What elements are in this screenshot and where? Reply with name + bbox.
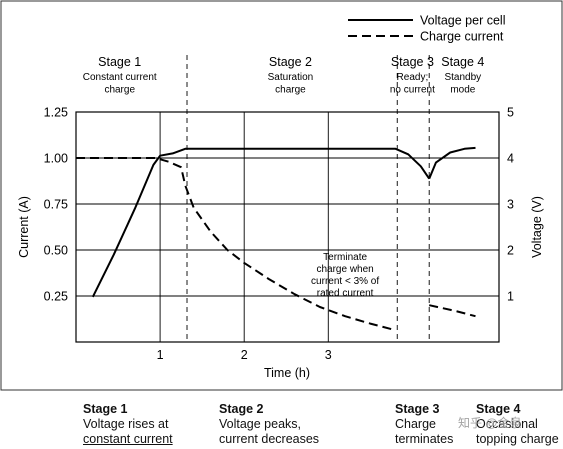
stage-header-desc: mode bbox=[450, 85, 475, 96]
stage-header-title: Stage 3 bbox=[391, 55, 434, 69]
caption-line: Occasional bbox=[476, 417, 538, 431]
annotation-line: current < 3% of bbox=[311, 276, 379, 287]
watermark: 知乎 @金泉 bbox=[458, 416, 522, 430]
caption-line: Charge bbox=[395, 417, 436, 431]
caption-stage-2: Stage 2 Voltage peaks, current decreases bbox=[219, 402, 319, 447]
caption-line: Voltage rises at bbox=[83, 417, 169, 431]
stage-header-desc: charge bbox=[104, 85, 135, 96]
y-axis-right-label: Voltage (V) bbox=[530, 196, 544, 258]
stage-header-desc: Standby bbox=[444, 72, 481, 83]
caption-line: Voltage peaks, bbox=[219, 417, 302, 431]
charge-current-line bbox=[76, 157, 392, 331]
tick-labels: 0.25 0.50 0.75 1.00 1.25 1 2 3 4 5 1 2 3 bbox=[44, 106, 514, 363]
y-left-tick-label: 0.75 bbox=[44, 198, 68, 212]
x-tick-label: 2 bbox=[241, 348, 248, 362]
caption-title: Stage 1 bbox=[83, 402, 128, 416]
voltage-line bbox=[91, 147, 431, 298]
legend-current-label: Charge current bbox=[420, 30, 504, 44]
y-left-tick-label: 0.25 bbox=[44, 290, 68, 304]
caption-line: current decreases bbox=[219, 432, 320, 446]
voltage-line bbox=[428, 146, 476, 180]
stage-header-title: Stage 2 bbox=[269, 55, 312, 69]
y-axis-left-label: Current (A) bbox=[17, 196, 31, 258]
legend-voltage-label: Voltage per cell bbox=[420, 14, 505, 28]
y-right-tick-label: 3 bbox=[507, 198, 514, 212]
stage-header-desc: Ready; bbox=[397, 72, 429, 83]
y-left-tick-label: 1.25 bbox=[44, 106, 68, 120]
stage-header-desc: Constant current bbox=[83, 72, 157, 83]
y-right-tick-label: 2 bbox=[507, 244, 514, 258]
stage-header-desc: Saturation bbox=[268, 72, 314, 83]
stage-header-title: Stage 4 bbox=[441, 55, 484, 69]
x-tick-label: 1 bbox=[157, 348, 164, 362]
caption-line: terminates bbox=[395, 432, 454, 446]
caption-stage-1: Stage 1 Voltage rises at constant curren… bbox=[83, 402, 173, 447]
caption-line: constant current bbox=[83, 432, 173, 446]
caption-title: Stage 4 bbox=[476, 402, 521, 416]
stage-header-desc: no current bbox=[390, 85, 435, 96]
legend: Voltage per cell Charge current bbox=[348, 14, 505, 44]
stage-header-title: Stage 1 bbox=[98, 55, 141, 69]
caption-line: topping charge bbox=[476, 432, 559, 446]
annotation-line: rated current bbox=[317, 288, 374, 299]
y-left-tick-label: 1.00 bbox=[44, 152, 68, 166]
series-group bbox=[76, 146, 476, 331]
chart-frame bbox=[0, 0, 563, 391]
stage-headers: Stage 1 Constant current charge Stage 2 Satu… bbox=[83, 55, 485, 96]
annotation-line: Terminate bbox=[323, 252, 367, 263]
charge-current-line bbox=[428, 304, 476, 318]
y-right-tick-label: 1 bbox=[507, 290, 514, 304]
y-right-tick-label: 5 bbox=[507, 106, 514, 120]
y-right-tick-label: 4 bbox=[507, 152, 514, 166]
caption-stage-4: Stage 4 Occasional topping charge bbox=[476, 402, 559, 447]
y-left-tick-label: 0.50 bbox=[44, 244, 68, 258]
stage-header-desc: charge bbox=[275, 85, 306, 96]
caption-title: Stage 3 bbox=[395, 402, 440, 416]
stage-dividers bbox=[186, 55, 430, 342]
x-tick-label: 3 bbox=[325, 348, 332, 362]
caption-stage-3: Stage 3 Charge terminates bbox=[395, 402, 453, 447]
caption-title: Stage 2 bbox=[219, 402, 264, 416]
annotation-line: charge when bbox=[316, 264, 373, 275]
plot-area bbox=[75, 111, 500, 343]
x-axis-label: Time (h) bbox=[264, 366, 310, 380]
